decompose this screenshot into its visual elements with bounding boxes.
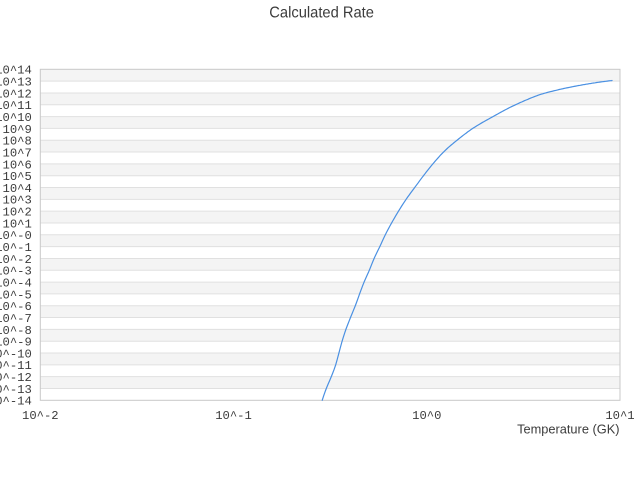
svg-text:10^-14: 10^-14 xyxy=(0,395,32,409)
svg-text:10^-1: 10^-1 xyxy=(0,241,32,255)
svg-text:10^-7: 10^-7 xyxy=(0,312,32,326)
svg-text:10^-2: 10^-2 xyxy=(22,409,59,423)
svg-text:10^-2: 10^-2 xyxy=(0,253,32,267)
svg-text:10^9: 10^9 xyxy=(3,123,32,137)
svg-text:10^0: 10^0 xyxy=(412,409,441,423)
svg-text:10^-5: 10^-5 xyxy=(0,288,32,302)
svg-text:10^-4: 10^-4 xyxy=(0,276,32,290)
svg-text:10^6: 10^6 xyxy=(3,158,32,172)
svg-text:10^7: 10^7 xyxy=(3,146,32,160)
svg-text:10^3: 10^3 xyxy=(3,194,32,208)
svg-text:Temperature (GK): Temperature (GK) xyxy=(517,422,619,437)
svg-text:10^10: 10^10 xyxy=(0,111,32,125)
svg-text:10^-3: 10^-3 xyxy=(0,265,32,279)
svg-text:10^13: 10^13 xyxy=(0,76,32,90)
svg-text:10^8: 10^8 xyxy=(3,135,32,149)
svg-text:10^12: 10^12 xyxy=(0,87,32,101)
svg-text:10^-9: 10^-9 xyxy=(0,336,32,350)
svg-text:10^14: 10^14 xyxy=(0,64,32,78)
svg-text:10^4: 10^4 xyxy=(3,182,32,196)
svg-text:10^2: 10^2 xyxy=(3,206,32,220)
svg-text:10^-8: 10^-8 xyxy=(0,324,32,338)
svg-text:10^-6: 10^-6 xyxy=(0,300,32,314)
svg-text:10^-12: 10^-12 xyxy=(0,371,32,385)
svg-text:10^-11: 10^-11 xyxy=(0,359,32,373)
svg-text:10^-10: 10^-10 xyxy=(0,347,32,361)
svg-text:10^1: 10^1 xyxy=(3,217,32,231)
svg-text:10^5: 10^5 xyxy=(3,170,32,184)
svg-text:Calculated Rate: Calculated Rate xyxy=(269,4,374,22)
svg-text:10^-13: 10^-13 xyxy=(0,383,32,397)
svg-text:10^1: 10^1 xyxy=(605,409,634,423)
svg-text:10^-0: 10^-0 xyxy=(0,229,32,243)
svg-text:10^11: 10^11 xyxy=(0,99,32,113)
svg-text:10^-1: 10^-1 xyxy=(215,409,252,423)
